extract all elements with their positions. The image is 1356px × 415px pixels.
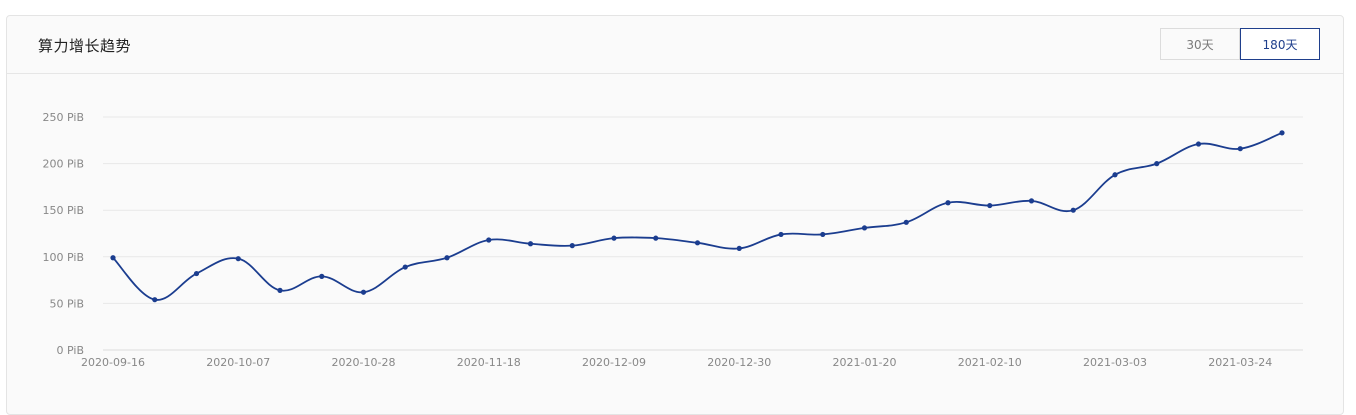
x-tick-label: 2020-12-30 <box>707 356 771 369</box>
data-point[interactable] <box>1237 146 1243 152</box>
data-point[interactable] <box>1195 141 1202 147</box>
data-point[interactable] <box>694 240 701 246</box>
data-point[interactable] <box>319 273 325 279</box>
data-point[interactable] <box>1070 207 1076 213</box>
data-point[interactable] <box>193 270 200 277</box>
data-point[interactable] <box>360 289 367 295</box>
x-tick-label: 2020-09-16 <box>81 356 145 369</box>
data-point[interactable] <box>1279 130 1285 136</box>
data-point[interactable] <box>778 231 784 238</box>
data-point[interactable] <box>1112 172 1118 178</box>
data-point[interactable] <box>235 256 241 262</box>
data-point[interactable] <box>861 225 868 231</box>
range-180d-button[interactable]: 180天 <box>1240 28 1320 60</box>
y-tick-label: 50 PiB <box>50 297 85 310</box>
data-point[interactable] <box>903 219 909 225</box>
data-point[interactable] <box>820 231 826 238</box>
data-point[interactable] <box>569 243 575 249</box>
data-point[interactable] <box>277 287 283 293</box>
hashrate-series-line <box>112 131 1283 301</box>
x-tick-label: 2021-03-24 <box>1208 356 1272 369</box>
data-point[interactable] <box>1154 161 1160 167</box>
x-tick-label: 2021-01-20 <box>833 356 897 369</box>
card-title: 算力增长趋势 <box>38 37 132 55</box>
range-30d-button[interactable]: 30天 <box>1160 28 1240 60</box>
data-point[interactable] <box>527 241 534 247</box>
x-tick-label: 2020-12-09 <box>582 356 646 369</box>
y-tick-label: 150 PiB <box>43 204 85 217</box>
card-header: 算力增长趋势 30天 180天 <box>7 16 1343 74</box>
data-point[interactable] <box>1028 198 1035 204</box>
data-point[interactable] <box>486 237 492 243</box>
grid-lines <box>103 116 1303 351</box>
x-tick-label: 2021-03-03 <box>1083 356 1147 369</box>
y-tick-label: 100 PiB <box>43 251 85 264</box>
data-points <box>110 130 1285 303</box>
y-tick-label: 0 PiB <box>57 344 85 357</box>
y-tick-label: 200 PiB <box>43 158 85 171</box>
x-tick-label: 2020-10-07 <box>206 356 270 369</box>
y-tick-label: 250 PiB <box>43 111 85 124</box>
x-axis: 2020-09-16 2020-10-07 2020-10-28 2020-11-18… <box>81 356 1272 369</box>
y-axis: 0 PiB 50 PiB 100 PiB 150 PiB 200 PiB 250 PiB <box>43 111 85 357</box>
x-tick-label: 2020-10-28 <box>332 356 396 369</box>
data-point[interactable] <box>444 255 450 261</box>
x-tick-label: 2020-11-18 <box>457 356 521 369</box>
x-tick-label: 2021-02-10 <box>958 356 1022 369</box>
data-point[interactable] <box>611 235 617 241</box>
data-point[interactable] <box>402 264 408 270</box>
hashrate-trend-card: 算力增长趋势 30天 180天 0 PiB 50 PiB 100 PiB 150 Pi… <box>6 15 1344 415</box>
data-point[interactable] <box>945 200 951 206</box>
data-point[interactable] <box>152 297 158 303</box>
data-point[interactable] <box>987 202 993 209</box>
data-point[interactable] <box>736 245 742 252</box>
data-point[interactable] <box>653 235 659 241</box>
data-point[interactable] <box>110 255 116 261</box>
